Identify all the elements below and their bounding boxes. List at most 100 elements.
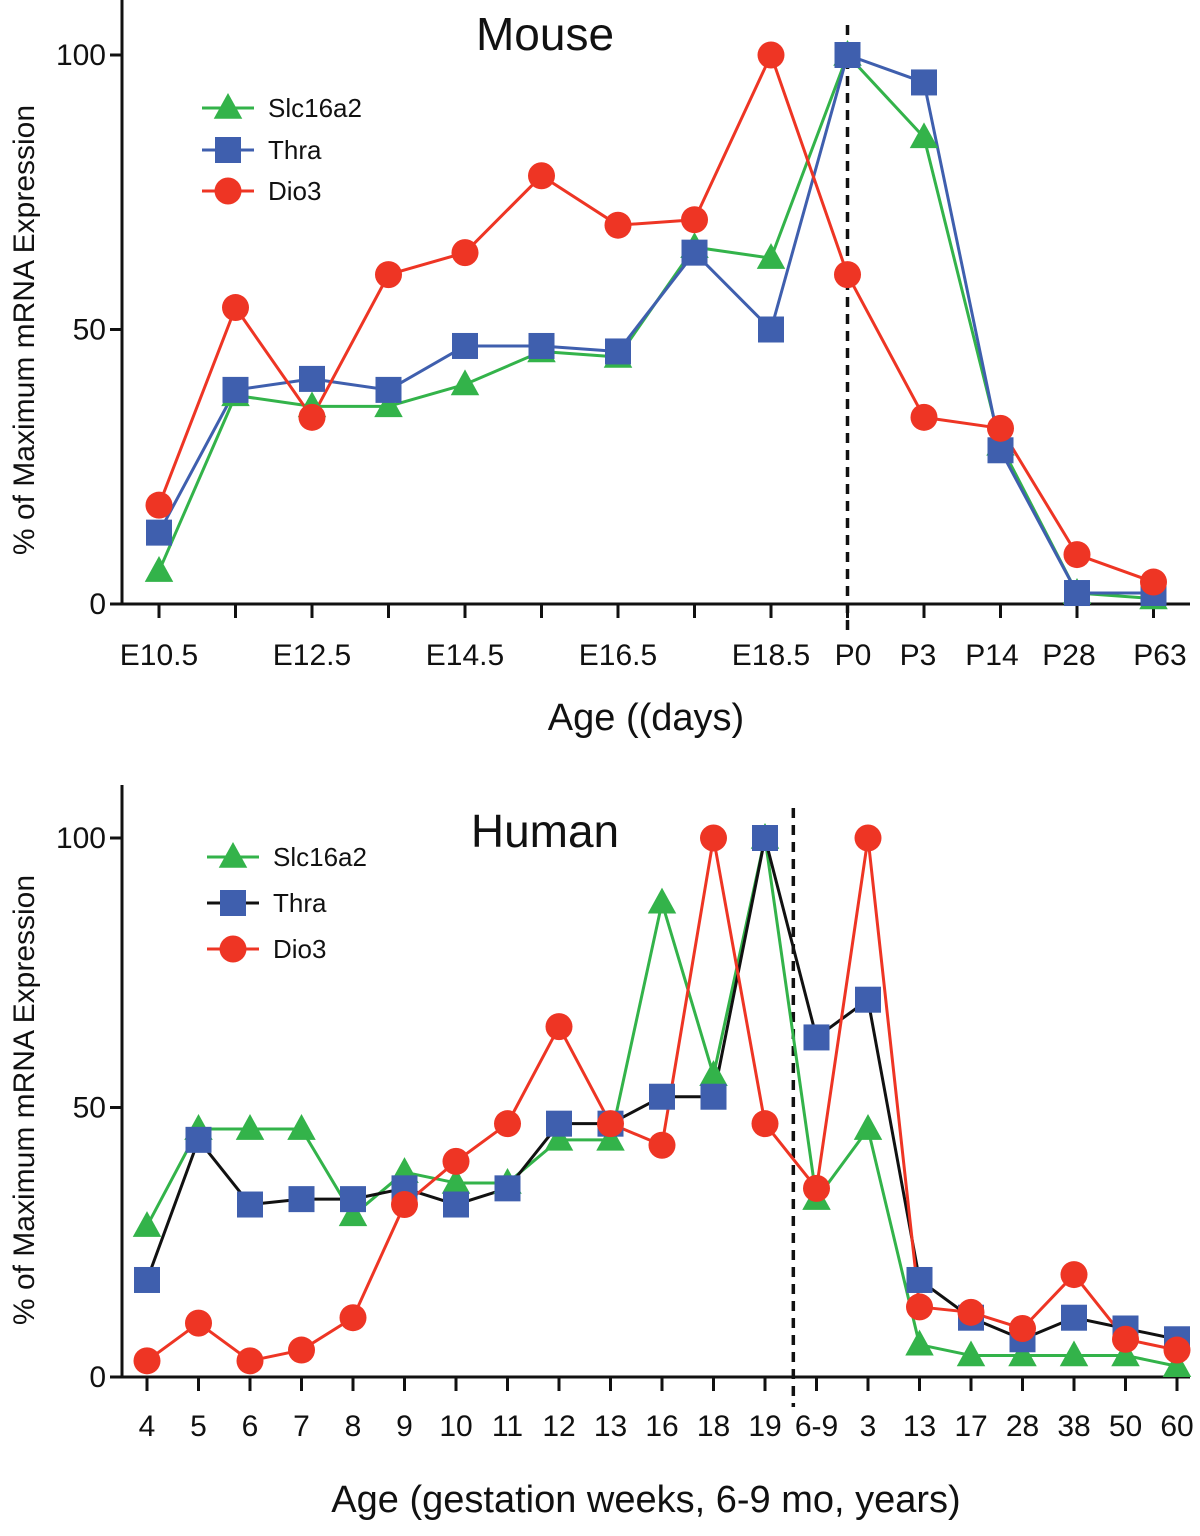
human-point-slc16a2 xyxy=(699,1060,728,1086)
mouse-point-thra xyxy=(911,69,937,96)
human-point-slc16a2 xyxy=(647,887,677,914)
human-point-dio3 xyxy=(1112,1325,1139,1353)
mouse-y-tick-label: 50 xyxy=(73,314,106,347)
mouse-x-tick-label: E14.5 xyxy=(426,639,504,672)
human-x-tick-label: 5 xyxy=(190,1410,207,1443)
mouse-point-thra xyxy=(299,365,325,392)
mouse-x-tick-label: E10.5 xyxy=(120,639,198,672)
mouse-point-thra xyxy=(375,376,402,403)
human-point-dio3 xyxy=(185,1309,212,1337)
human-chart-title: Human xyxy=(471,805,619,857)
mouse-point-slc16a2 xyxy=(909,122,939,149)
mouse-legend-marker xyxy=(215,137,241,163)
human-point-slc16a2 xyxy=(905,1329,934,1356)
human-point-thra xyxy=(752,825,778,851)
human-x-tick-label: 8 xyxy=(345,1410,362,1443)
mouse-point-dio3 xyxy=(375,261,402,289)
human-point-dio3 xyxy=(442,1147,470,1175)
mouse-point-thra xyxy=(681,239,708,266)
human-x-tick-label: 6 xyxy=(242,1410,259,1443)
human-point-thra xyxy=(803,1024,830,1051)
human-x-tick-label: 11 xyxy=(492,1410,523,1443)
human-point-slc16a2 xyxy=(956,1340,986,1367)
human-point-slc16a2 xyxy=(853,1114,883,1140)
mouse-x-tick-label: E16.5 xyxy=(579,639,657,672)
human-point-dio3 xyxy=(288,1336,315,1364)
mouse-x-tick-label: P14 xyxy=(965,639,1018,672)
human-y-tick-label: 0 xyxy=(89,1361,106,1394)
mouse-x-tick-label: P0 xyxy=(835,639,872,672)
human-point-dio3 xyxy=(1060,1261,1088,1289)
human-point-slc16a2 xyxy=(235,1114,265,1140)
mouse-y-tick-label: 100 xyxy=(56,39,106,72)
human-point-thra xyxy=(340,1186,366,1213)
human-x-tick-label: 18 xyxy=(697,1410,730,1443)
mouse-x-tick-label: P3 xyxy=(900,639,937,672)
human-chart: 0 50 100 4 5 6 7 8 9 10 11 12 13 16 18 19 6-9 3 13 17 28 38 50… xyxy=(56,785,1194,1443)
mouse-point-thra xyxy=(222,376,249,403)
mouse-point-slc16a2 xyxy=(450,369,480,396)
human-point-dio3 xyxy=(957,1298,985,1326)
human-x-tick-label: 9 xyxy=(396,1410,413,1443)
human-point-slc16a2 xyxy=(1111,1340,1140,1367)
human-x-tick-label: 50 xyxy=(1109,1410,1142,1443)
human-point-slc16a2 xyxy=(287,1114,316,1140)
human-x-tick-label: 16 xyxy=(645,1410,678,1443)
mouse-point-dio3 xyxy=(910,403,938,431)
mouse-point-thra xyxy=(528,332,555,359)
mouse-x-tick-label: P63 xyxy=(1133,639,1186,672)
human-legend-marker xyxy=(218,842,248,868)
human-point-dio3 xyxy=(339,1304,367,1332)
mouse-x-axis-title: Age ((days) xyxy=(548,697,744,739)
human-point-thra xyxy=(185,1126,212,1153)
human-point-slc16a2 xyxy=(441,1167,471,1194)
human-point-dio3 xyxy=(1163,1336,1191,1364)
mouse-legend-label: Thra xyxy=(268,135,322,165)
human-x-tick-label: 12 xyxy=(542,1410,575,1443)
human-point-dio3 xyxy=(854,824,882,852)
human-point-dio3 xyxy=(133,1347,161,1375)
mouse-point-thra xyxy=(758,316,784,343)
human-point-slc16a2 xyxy=(1008,1340,1037,1367)
human-point-slc16a2 xyxy=(1162,1351,1192,1378)
human-x-tick-label: 3 xyxy=(860,1410,877,1443)
human-legend-label: Dio3 xyxy=(273,934,326,964)
human-x-tick-label: 6-9 xyxy=(795,1410,838,1443)
human-point-dio3 xyxy=(751,1110,779,1138)
human-x-tick-label: 19 xyxy=(748,1410,781,1443)
human-point-slc16a2 xyxy=(544,1124,574,1151)
mouse-point-dio3 xyxy=(604,211,632,239)
human-x-tick-label: 4 xyxy=(139,1410,156,1443)
mouse-y-tick-label: 0 xyxy=(89,588,106,621)
human-point-dio3 xyxy=(648,1131,676,1159)
human-point-thra xyxy=(855,986,881,1013)
human-x-tick-label: 17 xyxy=(954,1410,987,1443)
mouse-x-tick-label: E18.5 xyxy=(732,639,810,672)
human-point-thra xyxy=(494,1175,521,1202)
human-point-thra xyxy=(1061,1304,1087,1331)
mouse-point-dio3 xyxy=(298,403,326,431)
mouse-point-dio3 xyxy=(1140,568,1167,596)
mouse-legend-label: Slc16a2 xyxy=(268,93,362,123)
human-x-tick-label: 13 xyxy=(903,1410,936,1443)
human-point-thra xyxy=(288,1186,315,1213)
mouse-point-dio3 xyxy=(528,162,555,190)
human-point-thra xyxy=(906,1266,933,1293)
human-y-axis-title: % of Maximum mRNA Expression xyxy=(8,875,41,1325)
human-point-slc16a2 xyxy=(1059,1340,1089,1367)
mouse-point-thra xyxy=(1064,580,1090,607)
human-point-dio3 xyxy=(700,824,727,852)
human-point-dio3 xyxy=(597,1110,624,1138)
mouse-point-slc16a2 xyxy=(374,391,403,418)
human-point-dio3 xyxy=(1009,1314,1036,1342)
human-y-tick-label: 100 xyxy=(56,822,106,855)
mouse-point-dio3 xyxy=(222,294,249,322)
mouse-point-dio3 xyxy=(1063,541,1091,569)
human-x-tick-label: 28 xyxy=(1006,1410,1039,1443)
mouse-point-slc16a2 xyxy=(144,556,174,582)
mouse-y-axis-title: % of Maximum mRNA Expression xyxy=(8,105,41,555)
human-legend-marker xyxy=(220,890,246,916)
human-point-slc16a2 xyxy=(132,1211,162,1237)
